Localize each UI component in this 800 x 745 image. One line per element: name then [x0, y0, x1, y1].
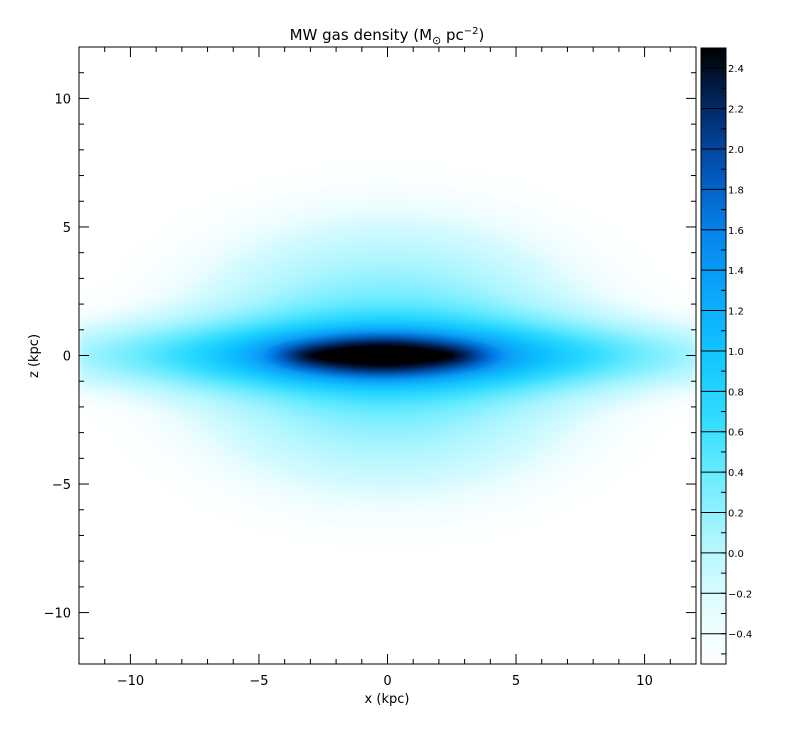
colorbar-tick-label: 0.0	[728, 549, 744, 560]
y-axis-label: z (kpc)	[27, 334, 42, 378]
colorbar: −0.4 −0.2 0.0 0.2 0.4 0.6 0.8 1.0 1.2 1.4 1.6 1.8 2.…	[700, 47, 752, 665]
colorbar-tick-label: 1.0	[728, 347, 744, 358]
colorbar-tick-label: 1.8	[728, 185, 744, 196]
x-tick-label: 10	[636, 674, 653, 689]
colorbar-frame	[700, 47, 727, 665]
colorbar-ticks: −0.4 −0.2 0.0 0.2 0.4 0.6 0.8 1.0 1.2 1.4 1.6 1.8 2.…	[701, 64, 752, 655]
y-axis: −10 −5 0 5 10	[44, 46, 696, 665]
colorbar-tick-label: 1.6	[728, 226, 744, 237]
y-tick-label: −10	[44, 607, 71, 622]
density-image	[79, 47, 696, 664]
colorbar-tick-label: 1.2	[728, 307, 744, 318]
x-tick-label: −10	[117, 674, 144, 689]
y-tick-label: 5	[63, 221, 71, 236]
colorbar-gradient	[701, 48, 726, 664]
y-tick-label: 10	[54, 92, 71, 107]
colorbar-tick-label: 1.4	[728, 266, 744, 277]
y-tick-label: −5	[52, 478, 71, 493]
colorbar-tick-label: 2.4	[728, 64, 744, 75]
chart-title-sup: −2	[464, 26, 479, 37]
chart-title-sub: ⊙	[432, 34, 441, 47]
x-axis: −10 −5 0 5 10	[78, 47, 697, 689]
chart-title-tail: pc	[441, 26, 464, 44]
colorbar-tick-label: −0.2	[728, 589, 752, 600]
x-tick-label: −5	[249, 674, 268, 689]
colorbar-tick-label: 0.8	[728, 387, 744, 398]
colorbar-tick-label: 0.2	[728, 509, 744, 520]
chart-title-main: MW gas density (M	[290, 26, 432, 44]
colorbar-tick-label: 0.4	[728, 468, 744, 479]
x-tick-label: 0	[383, 674, 391, 689]
chart-title-close: )	[479, 26, 485, 44]
colorbar-tick-label: −0.4	[728, 630, 752, 641]
colorbar-tick-label: 2.2	[728, 105, 744, 116]
chart-title: MW gas density (M⊙ pc−2)	[290, 26, 485, 47]
colorbar-tick-label: 2.0	[728, 145, 744, 156]
density-map	[79, 47, 696, 664]
y-tick-label: 0	[63, 350, 71, 365]
x-tick-label: 5	[512, 674, 520, 689]
x-axis-label: x (kpc)	[365, 692, 410, 707]
colorbar-tick-label: 0.6	[728, 428, 744, 439]
